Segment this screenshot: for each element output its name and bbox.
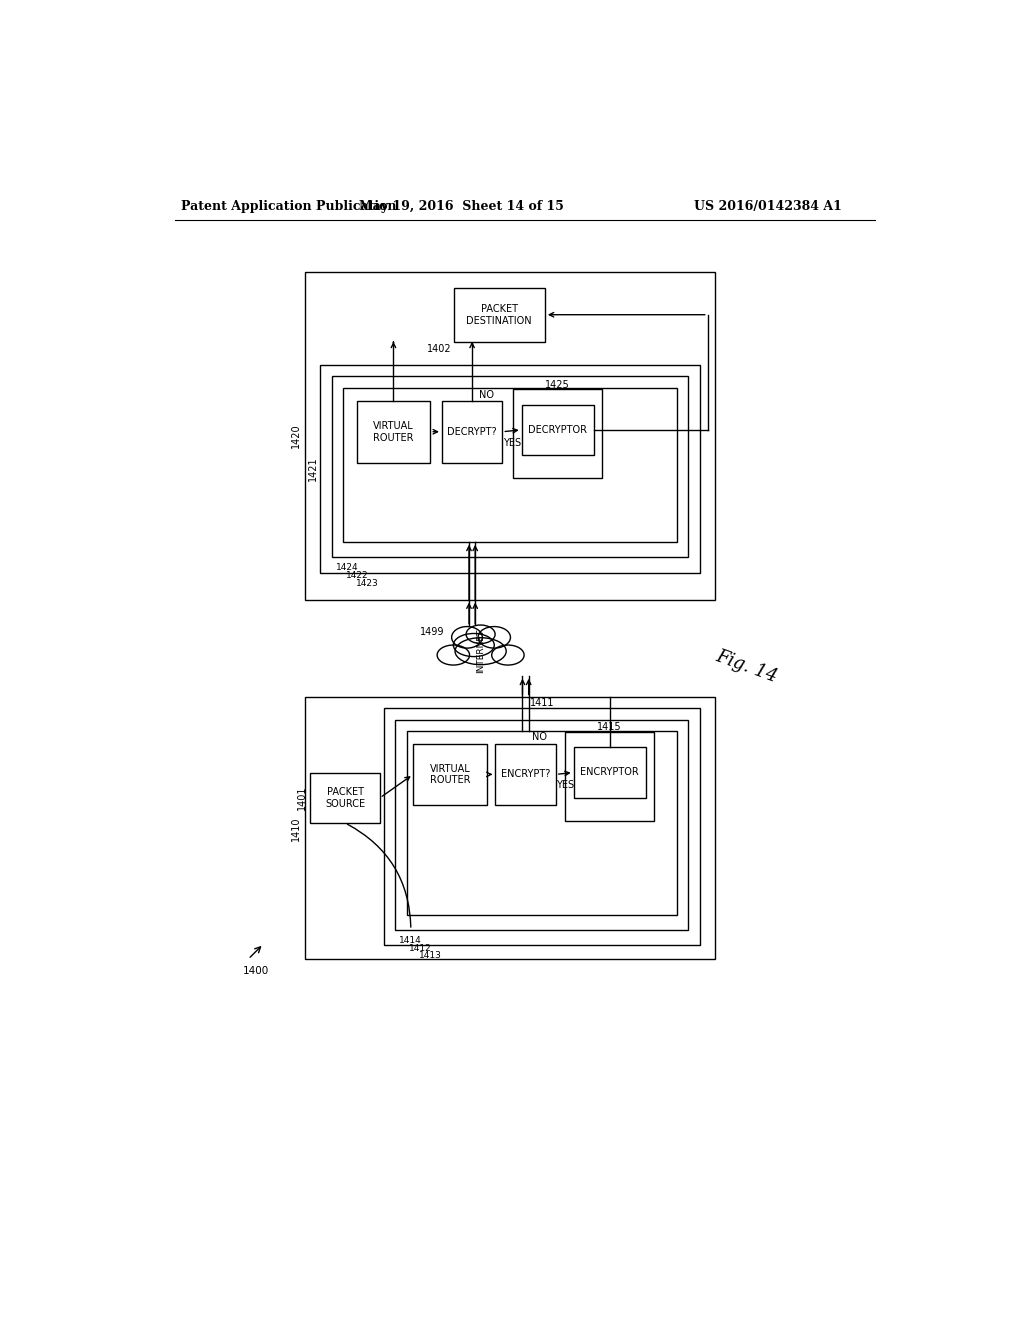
Text: YES: YES bbox=[503, 437, 520, 447]
Bar bbox=[521, 405, 594, 455]
Ellipse shape bbox=[466, 626, 496, 644]
Text: 1415: 1415 bbox=[597, 722, 622, 733]
Text: VIRTUAL
ROUTER: VIRTUAL ROUTER bbox=[373, 421, 414, 442]
Text: NO: NO bbox=[478, 389, 494, 400]
Ellipse shape bbox=[455, 638, 506, 665]
Text: ENCRYPT?: ENCRYPT? bbox=[501, 770, 550, 779]
Text: DECRYPT?: DECRYPT? bbox=[447, 426, 497, 437]
Text: VIRTUAL
ROUTER: VIRTUAL ROUTER bbox=[430, 763, 470, 785]
Text: 1400: 1400 bbox=[243, 966, 269, 975]
Text: NO: NO bbox=[532, 733, 547, 742]
Text: 1412: 1412 bbox=[410, 944, 432, 953]
Text: 1402: 1402 bbox=[427, 345, 452, 354]
Bar bbox=[496, 743, 556, 805]
Text: 1401: 1401 bbox=[297, 785, 307, 810]
Text: 1423: 1423 bbox=[356, 578, 379, 587]
Text: May 19, 2016  Sheet 14 of 15: May 19, 2016 Sheet 14 of 15 bbox=[358, 199, 563, 213]
Bar bbox=[454, 288, 545, 342]
Ellipse shape bbox=[454, 634, 495, 656]
Text: YES: YES bbox=[556, 780, 574, 791]
Text: 1413: 1413 bbox=[420, 952, 442, 961]
Bar bbox=[356, 401, 430, 462]
Bar bbox=[343, 388, 677, 543]
Text: PACKET
SOURCE: PACKET SOURCE bbox=[325, 787, 366, 809]
Bar bbox=[310, 774, 380, 822]
Ellipse shape bbox=[492, 645, 524, 665]
Ellipse shape bbox=[437, 645, 470, 665]
Bar bbox=[414, 743, 486, 805]
Text: 1411: 1411 bbox=[529, 698, 554, 708]
Bar bbox=[332, 376, 688, 557]
Text: 1420: 1420 bbox=[291, 424, 301, 449]
Bar bbox=[565, 733, 654, 821]
Bar bbox=[442, 401, 503, 462]
Text: Fig. 14: Fig. 14 bbox=[713, 647, 779, 686]
Bar bbox=[305, 272, 716, 599]
Bar bbox=[395, 719, 688, 929]
Bar bbox=[321, 364, 700, 573]
Text: 1410: 1410 bbox=[291, 816, 301, 841]
Text: INTERNET: INTERNET bbox=[476, 630, 485, 673]
Text: 1414: 1414 bbox=[399, 936, 422, 945]
Text: PACKET
DESTINATION: PACKET DESTINATION bbox=[466, 304, 532, 326]
Ellipse shape bbox=[478, 627, 510, 648]
Bar bbox=[305, 697, 716, 960]
Bar bbox=[573, 747, 646, 797]
Text: 1424: 1424 bbox=[336, 564, 358, 573]
Ellipse shape bbox=[452, 627, 482, 648]
Text: 1421: 1421 bbox=[308, 457, 317, 480]
FancyArrowPatch shape bbox=[347, 824, 411, 927]
Bar bbox=[513, 389, 602, 478]
Text: 1499: 1499 bbox=[420, 627, 444, 638]
Text: 1422: 1422 bbox=[346, 572, 369, 579]
Bar bbox=[384, 708, 700, 945]
Text: ENCRYPTOR: ENCRYPTOR bbox=[581, 767, 639, 777]
Text: 1425: 1425 bbox=[546, 380, 570, 389]
Text: DECRYPTOR: DECRYPTOR bbox=[528, 425, 587, 434]
Text: US 2016/0142384 A1: US 2016/0142384 A1 bbox=[693, 199, 842, 213]
Bar bbox=[407, 731, 677, 915]
Text: Patent Application Publication: Patent Application Publication bbox=[180, 199, 396, 213]
